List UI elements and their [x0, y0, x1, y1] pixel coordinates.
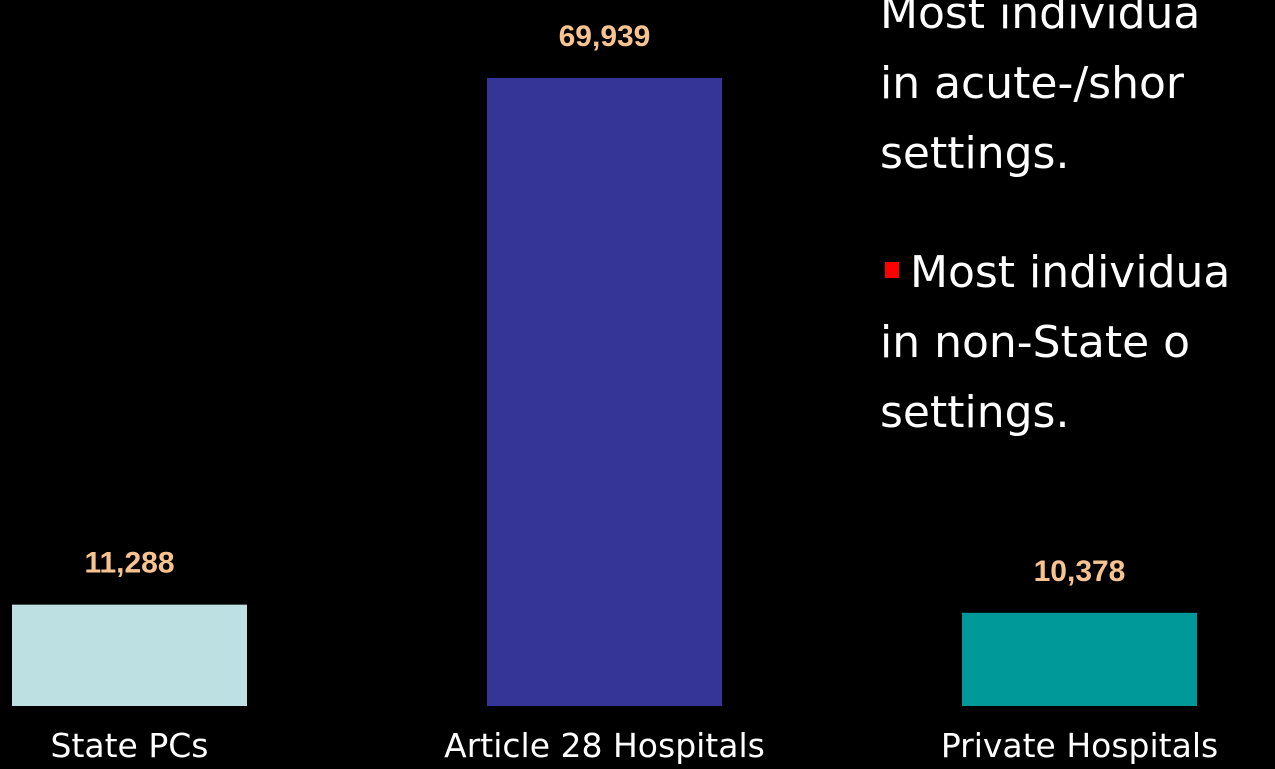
bar [487, 78, 722, 706]
bullet-text: Most individua [880, 0, 1200, 39]
value-label: 69,939 [559, 20, 651, 53]
bar [12, 604, 247, 706]
bullet-text: settings. [880, 387, 1069, 438]
category-label: Article 28 Hospitals [444, 726, 765, 765]
value-label: 11,288 [84, 547, 174, 580]
value-label: 10,378 [1034, 555, 1126, 588]
bullet-text: settings. [880, 128, 1069, 179]
category-label: State PCs [51, 726, 209, 765]
bar [962, 612, 1197, 706]
bullet-text: Most individua [910, 247, 1230, 298]
bullet-text: in acute-/shor [880, 58, 1185, 109]
bullet-text: in non-State o [880, 317, 1190, 368]
category-label: Private Hospitals [941, 726, 1218, 765]
bullet-marker [885, 262, 899, 278]
